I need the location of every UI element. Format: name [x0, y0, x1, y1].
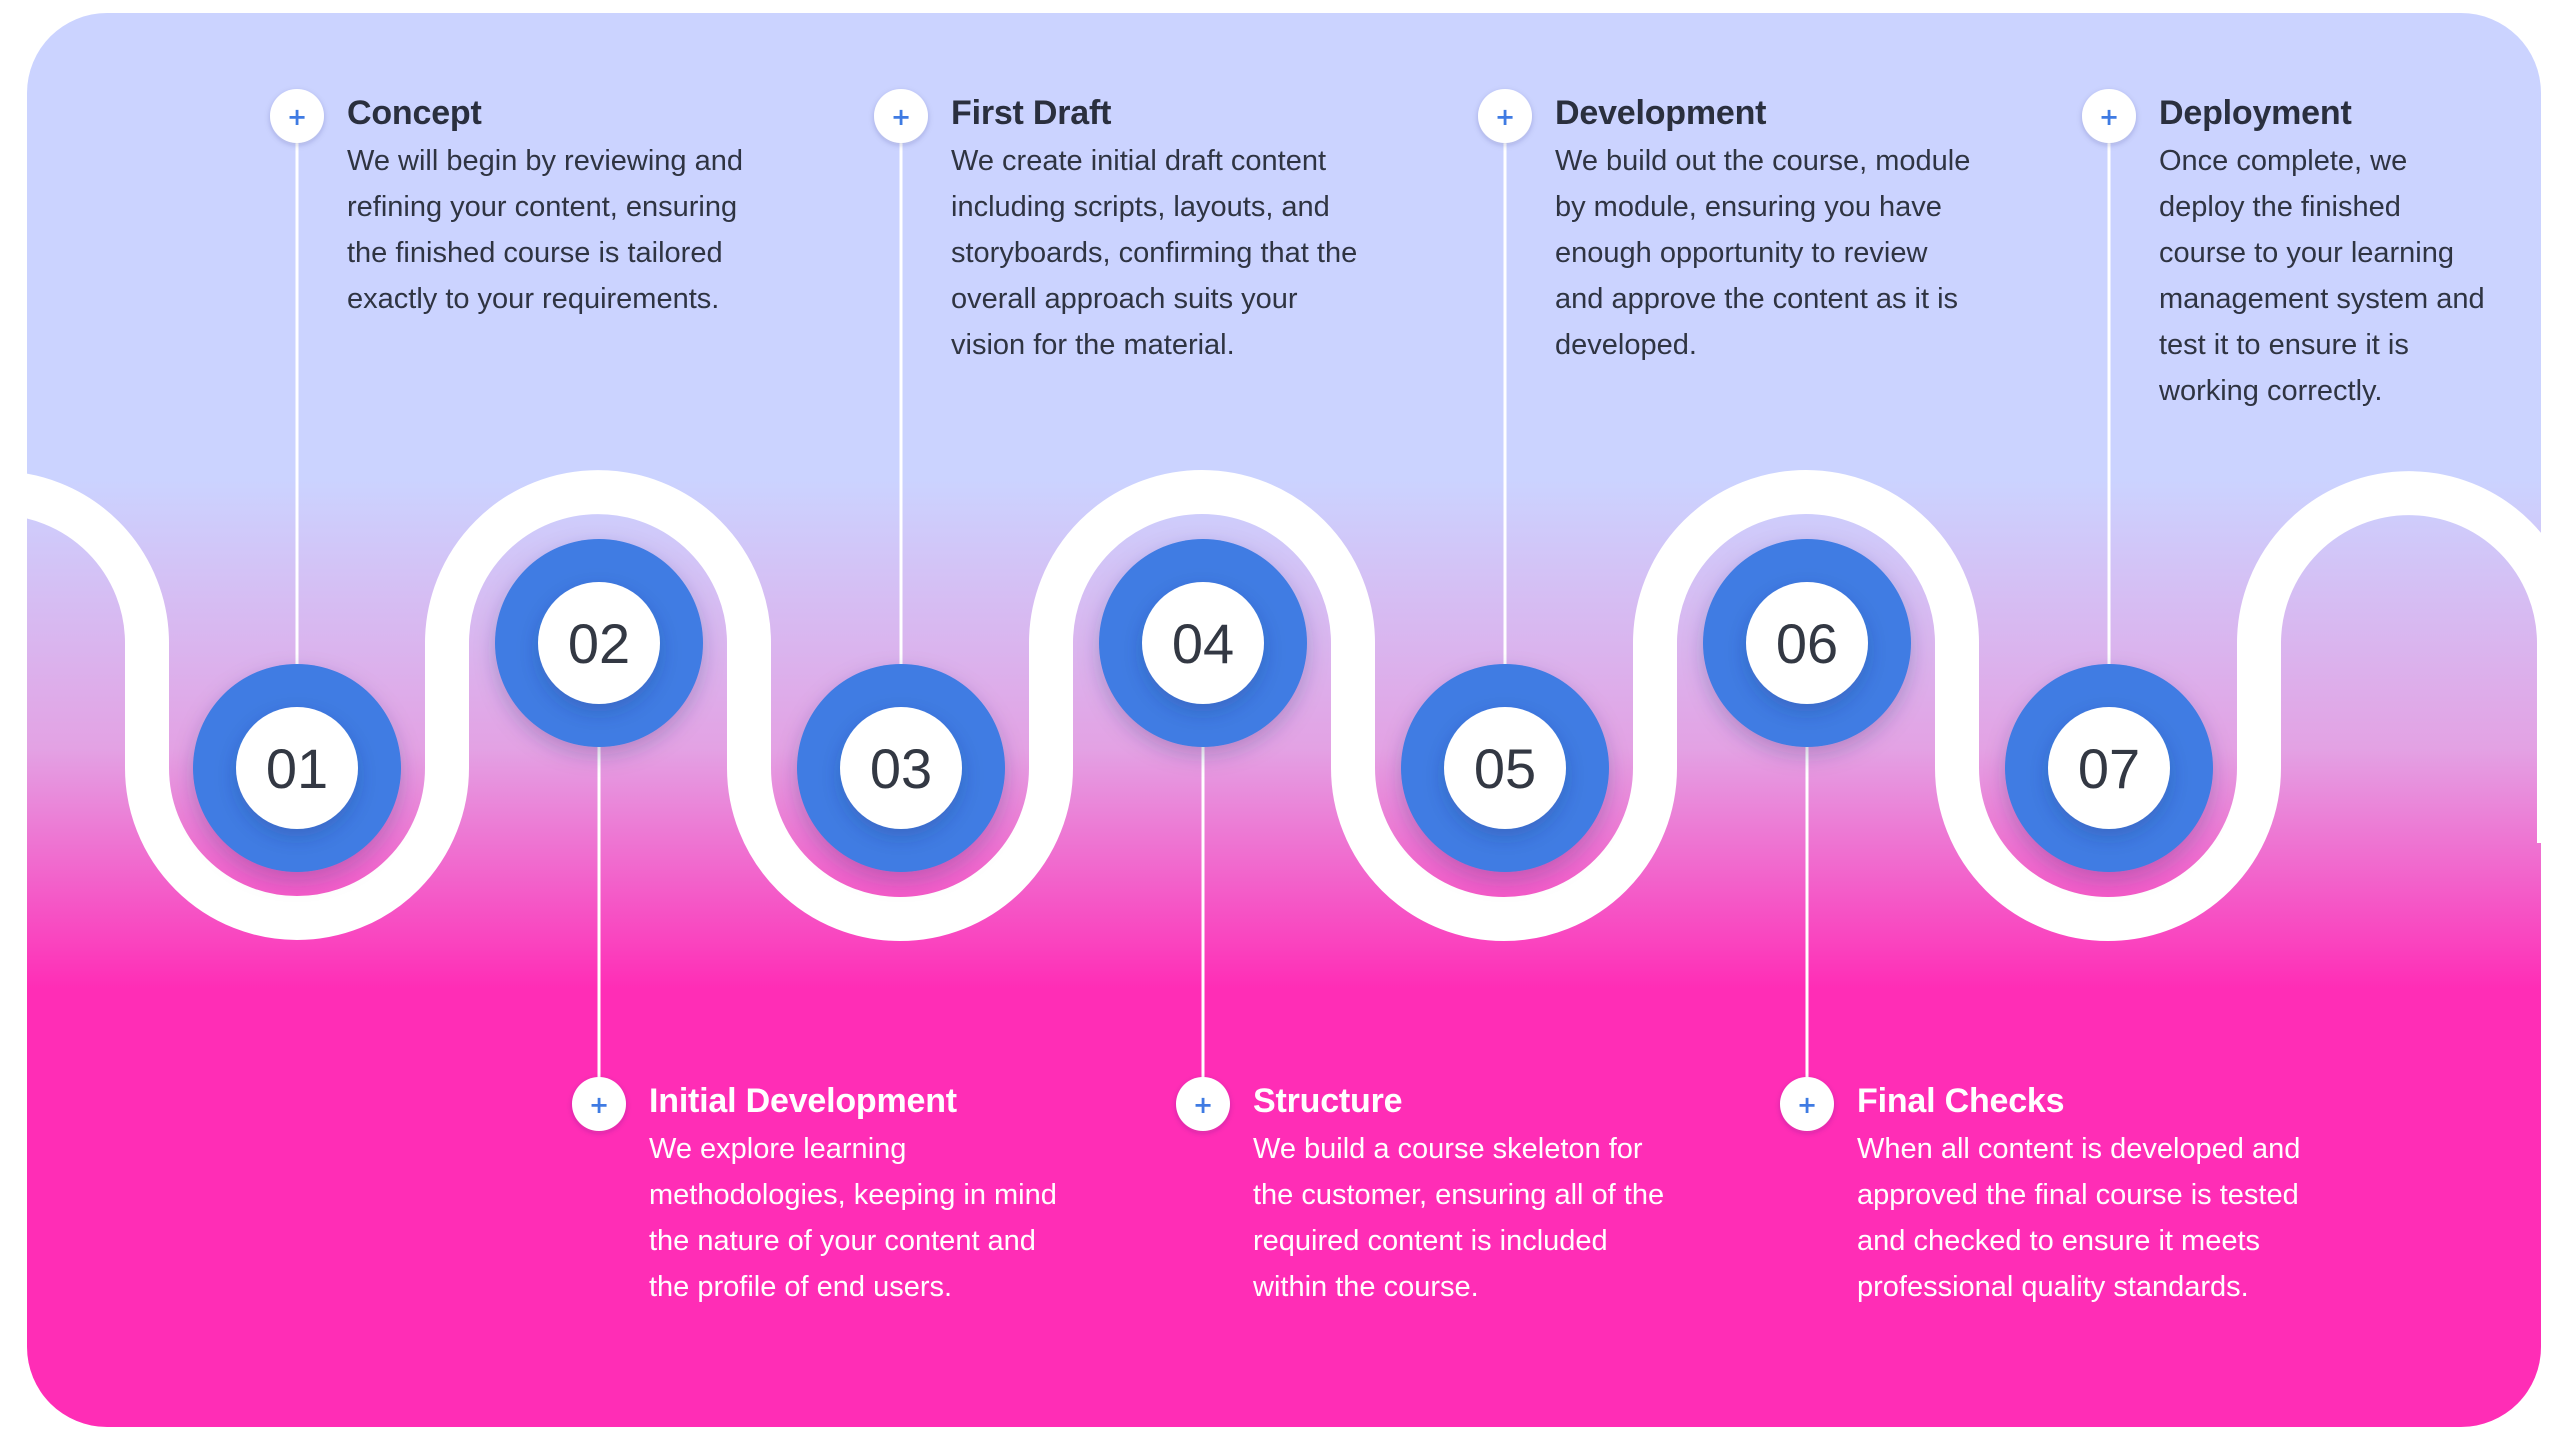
step-6-plus-marker[interactable]: + — [1780, 1077, 1834, 1131]
step-4-text-block: Structure We build a course skeleton for t… — [1252, 1082, 1664, 1303]
step-3-text-block: First Draft We create initial draft conte… — [951, 94, 1357, 361]
step-7-plus-marker[interactable]: + — [2082, 89, 2136, 143]
step-4-title: Structure — [1253, 1082, 1402, 1120]
step-7-node-center — [2048, 707, 2170, 829]
step-1-title: Concept — [347, 94, 482, 132]
step-5-plus-marker[interactable]: + — [1478, 89, 1532, 143]
step-5-description-line: We build out the course, module — [1555, 145, 1970, 177]
step-5-number: 05 — [1474, 737, 1536, 800]
step-5-title: Development — [1555, 94, 1766, 132]
step-4-description-line: required content is included — [1253, 1225, 1608, 1257]
step-4-number: 04 — [1172, 612, 1234, 675]
step-3-description-line: vision for the material. — [951, 329, 1235, 361]
step-2-description-line: We explore learning — [649, 1133, 906, 1165]
plus-icon: + — [1495, 103, 1515, 131]
step-7-description-line: deploy the finished — [2159, 191, 2401, 223]
step-5-text-block: Development We build out the course, modu… — [1555, 94, 1970, 361]
step-2-plus-circle — [572, 1077, 626, 1131]
step-2-plus-marker[interactable]: + — [572, 1077, 626, 1131]
step-1-number: 01 — [266, 737, 328, 800]
step-4-description-line: We build a course skeleton for — [1253, 1133, 1643, 1165]
plus-icon: + — [1797, 1091, 1817, 1119]
step-2-description-line: methodologies, keeping in mind — [649, 1179, 1057, 1211]
step-7-description-line: management system and — [2159, 283, 2485, 315]
step-1-description-line: refining your content, ensuring — [347, 191, 737, 223]
step-2-description-line: the profile of end users. — [649, 1271, 952, 1303]
step-5-description-line: and approve the content as it is — [1555, 283, 1958, 315]
plus-icon: + — [1193, 1091, 1213, 1119]
step-3-title: First Draft — [951, 94, 1111, 132]
step-6-description-line: When all content is developed and — [1857, 1133, 2300, 1165]
step-2-title: Initial Development — [649, 1082, 957, 1120]
step-4-description-line: within the course. — [1252, 1271, 1479, 1303]
step-7-text-block: Deployment Once complete, we deploy the fi… — [2158, 94, 2485, 407]
step-4-node: 04 — [1099, 539, 1307, 747]
step-7-description-line: course to your learning — [2159, 237, 2454, 269]
step-6-number: 06 — [1776, 612, 1838, 675]
step-6-plus-circle — [1780, 1077, 1834, 1131]
step-5-node-center — [1444, 707, 1566, 829]
step-4-plus-marker[interactable]: + — [1176, 1077, 1230, 1131]
step-5-description-line: enough opportunity to review — [1555, 237, 1928, 269]
plus-icon: + — [589, 1091, 609, 1119]
step-5-description-line: by module, ensuring you have — [1555, 191, 1942, 223]
step-6-title: Final Checks — [1857, 1082, 2064, 1120]
step-2-number: 02 — [568, 612, 630, 675]
step-3-plus-marker[interactable]: + — [874, 89, 928, 143]
step-4-node-center — [1142, 582, 1264, 704]
step-5-plus-circle — [1478, 89, 1532, 143]
plus-icon: + — [287, 103, 307, 131]
step-5-node: 05 — [1401, 664, 1609, 872]
step-6-text-block: Final Checks When all content is develope… — [1857, 1082, 2300, 1303]
step-2-text-block: Initial Development We explore learning me… — [649, 1082, 1057, 1303]
plus-icon: + — [891, 103, 911, 131]
step-7-node: 07 — [2005, 664, 2213, 872]
gradient-card-background — [27, 13, 2541, 1427]
timeline-step-texts: Concept We will begin by reviewing and ref… — [347, 94, 2485, 1303]
timeline-nodes: 01 02 03 04 05 06 07 — [193, 539, 2213, 872]
step-2-description-line: the nature of your content and — [649, 1225, 1036, 1257]
step-6-node-center — [1746, 582, 1868, 704]
step-3-node-center — [840, 707, 962, 829]
step-5-description-line: developed. — [1555, 329, 1697, 361]
step-7-description-line: test it to ensure it is — [2159, 329, 2409, 361]
step-6-node: 06 — [1703, 539, 1911, 747]
step-3-number: 03 — [870, 737, 932, 800]
step-7-description-line: Once complete, we — [2159, 145, 2407, 177]
step-6-description-line: and checked to ensure it meets — [1857, 1225, 2260, 1257]
step-7-number: 07 — [2078, 737, 2140, 800]
step-3-plus-circle — [874, 89, 928, 143]
step-1-node: 01 — [193, 664, 401, 872]
step-7-description-line: working correctly. — [2158, 375, 2382, 407]
timeline-plus-markers: + + + + + + + — [270, 89, 2136, 1131]
step-2-node: 02 — [495, 539, 703, 747]
step-2-node-center — [538, 582, 660, 704]
plus-icon: + — [2099, 103, 2119, 131]
step-1-plus-circle — [270, 89, 324, 143]
timeline-wave-track — [27, 470, 2541, 941]
step-4-plus-circle — [1176, 1077, 1230, 1131]
step-4-description-line: the customer, ensuring all of the — [1253, 1179, 1664, 1211]
step-7-title: Deployment — [2159, 94, 2352, 132]
step-3-description-line: We create initial draft content — [951, 145, 1326, 177]
step-3-node: 03 — [797, 664, 1005, 872]
step-1-description-line: We will begin by reviewing and — [347, 145, 743, 177]
step-6-description-line: approved the final course is tested — [1857, 1179, 2299, 1211]
step-6-description-line: professional quality standards. — [1857, 1271, 2249, 1303]
step-3-description-line: overall approach suits your — [951, 283, 1298, 315]
step-7-plus-circle — [2082, 89, 2136, 143]
step-1-text-block: Concept We will begin by reviewing and ref… — [347, 94, 743, 315]
step-1-description-line: exactly to your requirements. — [347, 283, 719, 315]
step-1-description-line: the finished course is tailored — [347, 237, 723, 269]
step-3-description-line: including scripts, layouts, and — [951, 191, 1330, 223]
step-3-description-line: storyboards, confirming that the — [951, 237, 1357, 269]
step-1-plus-marker[interactable]: + — [270, 89, 324, 143]
step-1-node-center — [236, 707, 358, 829]
